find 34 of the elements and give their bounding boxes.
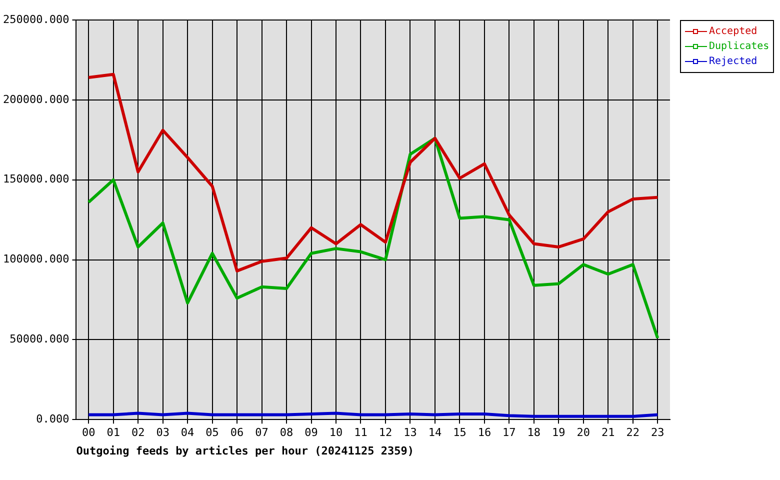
x-tick-label: 10 xyxy=(329,426,343,440)
x-tick-label: 16 xyxy=(478,426,492,440)
x-tick-label: 14 xyxy=(428,426,442,440)
x-tick-label: 19 xyxy=(552,426,566,440)
x-tick-label: 22 xyxy=(626,426,640,440)
y-tick-label: 0.000 xyxy=(36,412,70,426)
y-tick-label: 250000.000 xyxy=(2,12,70,26)
x-tick-label: 00 xyxy=(82,426,96,440)
x-tick-label: 17 xyxy=(502,426,516,440)
x-tick-label: 18 xyxy=(527,426,541,440)
x-tick-label: 03 xyxy=(156,426,170,440)
y-tick-label: 100000.000 xyxy=(2,252,70,266)
x-tick-label: 11 xyxy=(354,426,368,440)
x-tick-label: 01 xyxy=(106,426,120,440)
x-tick-label: 20 xyxy=(576,426,590,440)
y-tick-label: 50000.000 xyxy=(10,332,70,346)
legend-label: Accepted xyxy=(709,25,758,39)
x-tick-label: 12 xyxy=(378,426,392,440)
legend-label: Duplicates xyxy=(709,40,770,54)
x-tick-label: 04 xyxy=(180,426,195,440)
x-tick-label: 07 xyxy=(255,426,268,440)
x-tick-label: 23 xyxy=(651,426,664,440)
x-tick-label: 02 xyxy=(131,426,145,440)
x-tick-label: 06 xyxy=(230,426,244,440)
x-tick-label: 09 xyxy=(304,426,318,440)
x-tick-label: 08 xyxy=(280,426,294,440)
x-tick-label: 13 xyxy=(404,426,417,440)
y-tick-label: 200000.000 xyxy=(2,92,70,106)
x-tick-label: 21 xyxy=(602,426,615,440)
y-tick-label: 150000.000 xyxy=(2,172,70,186)
x-axis-title: Outgoing feeds by articles per hour (20241125 2359) xyxy=(76,444,414,458)
x-tick-label: 05 xyxy=(206,426,219,440)
x-tick-label: 15 xyxy=(453,426,466,440)
legend-label: Rejected xyxy=(709,55,758,69)
